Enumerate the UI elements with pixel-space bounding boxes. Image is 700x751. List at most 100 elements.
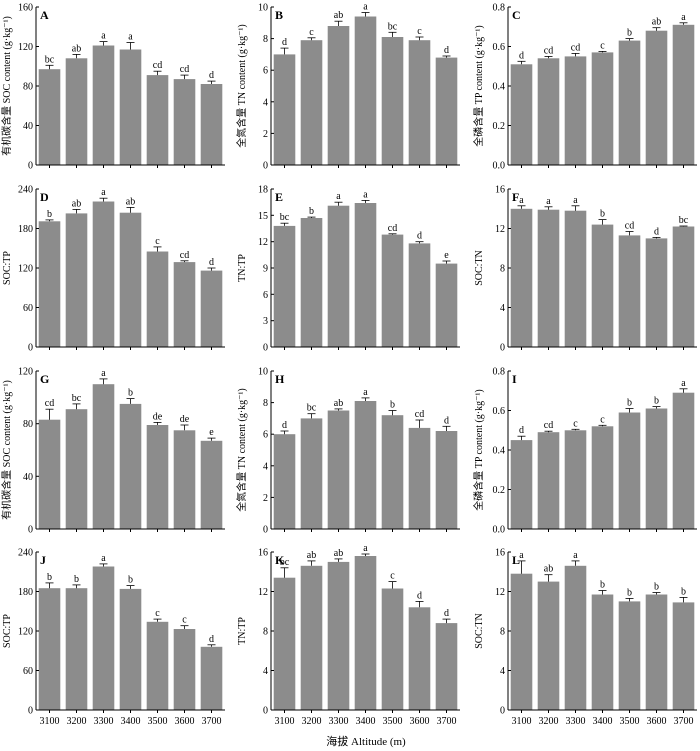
significance-letter: a: [681, 12, 686, 23]
y-tick-label: 120: [18, 264, 33, 275]
y-tick-label: 0.2: [493, 121, 506, 132]
y-tick-label: 60: [23, 303, 33, 314]
bar: [146, 251, 169, 347]
panel-label: G: [40, 372, 49, 386]
x-axis-label: 海拔 Altitude (m): [326, 734, 406, 748]
significance-letter: b: [128, 388, 133, 399]
significance-letter: b: [600, 209, 605, 220]
significance-letter: b: [74, 574, 79, 585]
significance-letter: d: [654, 226, 659, 237]
significance-letter: b: [627, 398, 632, 409]
significance-letter: cd: [180, 250, 189, 261]
significance-letter: ab: [334, 548, 343, 559]
bar: [645, 408, 668, 529]
y-tick-label: 40: [23, 472, 33, 483]
bar: [618, 40, 641, 165]
y-tick-label: 6: [263, 66, 268, 77]
significance-letter: cd: [415, 409, 424, 420]
significance-letter: b: [654, 396, 659, 407]
bar: [200, 440, 223, 529]
bar: [672, 226, 695, 347]
y-tick-label: 6: [263, 430, 268, 441]
bar: [327, 26, 350, 165]
significance-letter: a: [363, 543, 368, 554]
x-tick-label: 3700: [202, 716, 222, 727]
y-tick-label: 12: [495, 224, 505, 235]
bar: [200, 84, 223, 165]
y-tick-label: 0: [28, 343, 33, 354]
bar: [92, 384, 115, 529]
bar: [408, 607, 431, 710]
significance-letter: b: [128, 575, 133, 586]
panel-label: B: [275, 8, 283, 22]
significance-letter: de: [153, 411, 163, 422]
y-tick-label: 2: [263, 493, 268, 504]
bar: [65, 58, 88, 165]
significance-letter: cd: [388, 223, 397, 234]
bar: [38, 588, 61, 710]
y-tick-label: 10: [258, 367, 268, 378]
significance-letter: bc: [307, 403, 317, 414]
y-tick-label: 120: [18, 627, 33, 638]
bar: [38, 69, 61, 165]
bar: [564, 430, 587, 530]
significance-letter: a: [101, 31, 106, 42]
y-tick-label: 16: [495, 185, 505, 196]
significance-letter: b: [627, 587, 632, 598]
significance-letter: b: [654, 582, 659, 593]
bar: [645, 594, 668, 710]
y-axis-label: TN:TP: [237, 254, 248, 282]
significance-letter: c: [600, 414, 605, 425]
significance-letter: b: [681, 586, 686, 597]
significance-letter: b: [47, 572, 52, 583]
bar: [537, 581, 560, 710]
bar: [435, 57, 458, 165]
significance-letter: cd: [153, 60, 162, 71]
significance-letter: ab: [72, 198, 81, 209]
y-tick-label: 180: [18, 224, 33, 235]
y-tick-label: 4: [263, 666, 268, 677]
y-tick-label: 0.6: [493, 42, 506, 53]
significance-letter: ab: [334, 10, 343, 21]
significance-letter: ab: [652, 17, 661, 28]
x-tick-label: 3200: [67, 716, 87, 727]
bar: [564, 56, 587, 165]
bar: [327, 205, 350, 347]
bar: [618, 235, 641, 347]
bar: [510, 208, 533, 348]
bar: [354, 556, 377, 710]
bar: [273, 434, 296, 529]
bar: [618, 601, 641, 710]
x-tick-label: 3200: [302, 716, 322, 727]
x-tick-label: 3600: [647, 716, 667, 727]
significance-letter: b: [47, 209, 52, 220]
y-tick-label: 0.4: [493, 82, 506, 93]
chart-panel-c: d cd cd c b ab a 0.0 0.2 0.4 0.6 0.8 全磷含量 TP content…: [472, 3, 697, 172]
significance-letter: d: [519, 50, 524, 61]
significance-letter: bc: [280, 212, 290, 223]
significance-letter: a: [363, 189, 368, 200]
bar: [327, 410, 350, 529]
chart-panel-j: b b a b c c d 0 60 120 180 240 3100 3200 3300 3400 3500 3…: [2, 548, 225, 727]
significance-letter: e: [209, 427, 214, 438]
bar: [92, 45, 115, 165]
bar: [273, 54, 296, 165]
y-axis-label: 全氮含量 TN content (g·kg⁻¹): [235, 388, 248, 512]
significance-letter: bc: [388, 21, 398, 32]
panel-label: J: [40, 553, 46, 567]
bar: [300, 418, 323, 529]
bar: [92, 566, 115, 710]
y-tick-label: 0: [28, 525, 33, 536]
significance-letter: cd: [625, 221, 634, 232]
bar: [537, 432, 560, 529]
y-tick-label: 0.0: [493, 161, 506, 172]
significance-letter: c: [155, 608, 160, 619]
bar: [381, 37, 404, 165]
bar: [273, 577, 296, 710]
significance-letter: ab: [307, 550, 316, 561]
significance-letter: ab: [544, 564, 553, 575]
chart-panel-i: d cd c c b b a 0.0 0.2 0.4 0.6 0.8 全磷含量 TP content (…: [472, 367, 697, 536]
bar: [300, 40, 323, 166]
significance-letter: bc: [679, 215, 689, 226]
chart-panel-g: cd bc a b de de e 0 40 80 120 有机碳含量 SOC content (g·…: [0, 367, 225, 536]
